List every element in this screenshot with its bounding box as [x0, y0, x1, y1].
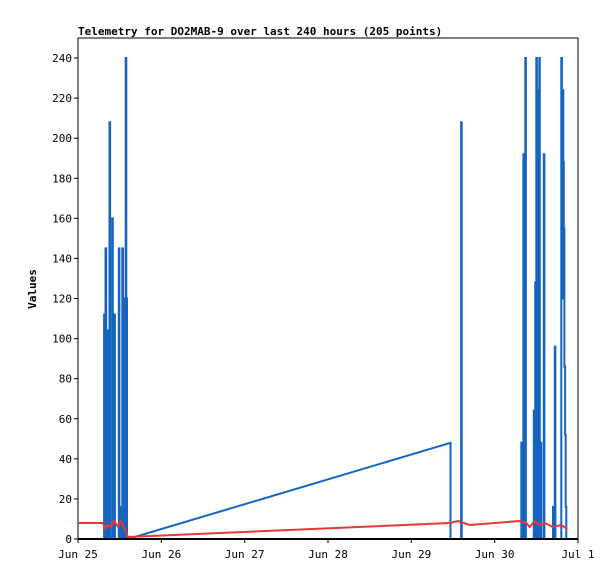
y-tick-label: 140 — [52, 252, 72, 265]
chart-title: Telemetry for DO2MAB-9 over last 240 hou… — [78, 25, 442, 38]
y-tick-label: 180 — [52, 172, 72, 185]
y-tick-label: 240 — [52, 52, 72, 65]
y-tick-label: 40 — [59, 453, 72, 466]
y-tick-label: 120 — [52, 293, 72, 306]
y-tick-label: 20 — [59, 493, 72, 506]
y-tick-label: 80 — [59, 373, 72, 386]
x-tick-label: Jun 29 — [391, 548, 431, 561]
y-tick-label: 60 — [59, 413, 72, 426]
x-tick-label: Jun 30 — [475, 548, 515, 561]
series-line-2 — [78, 518, 568, 539]
x-tick-label: Jul 1 — [561, 548, 594, 561]
x-tick-label: Jun 27 — [225, 548, 265, 561]
x-tick-label: Jun 28 — [308, 548, 348, 561]
y-tick-label: 220 — [52, 92, 72, 105]
x-tick-label: Jun 25 — [58, 548, 98, 561]
y-tick-label: 100 — [52, 333, 72, 346]
plot-area — [77, 37, 579, 540]
y-tick-label: 200 — [52, 132, 72, 145]
x-tick-label: Jun 26 — [141, 548, 181, 561]
series-line-1 — [103, 57, 568, 540]
y-axis-label: Values — [26, 269, 39, 309]
y-tick-label: 0 — [65, 533, 72, 546]
axis-layer: 0 20 40 60 80 100 120 140 160 180 200 220 240 Jun 25 J… — [52, 52, 594, 561]
series-layer — [78, 57, 578, 540]
y-tick-label: 160 — [52, 212, 72, 225]
